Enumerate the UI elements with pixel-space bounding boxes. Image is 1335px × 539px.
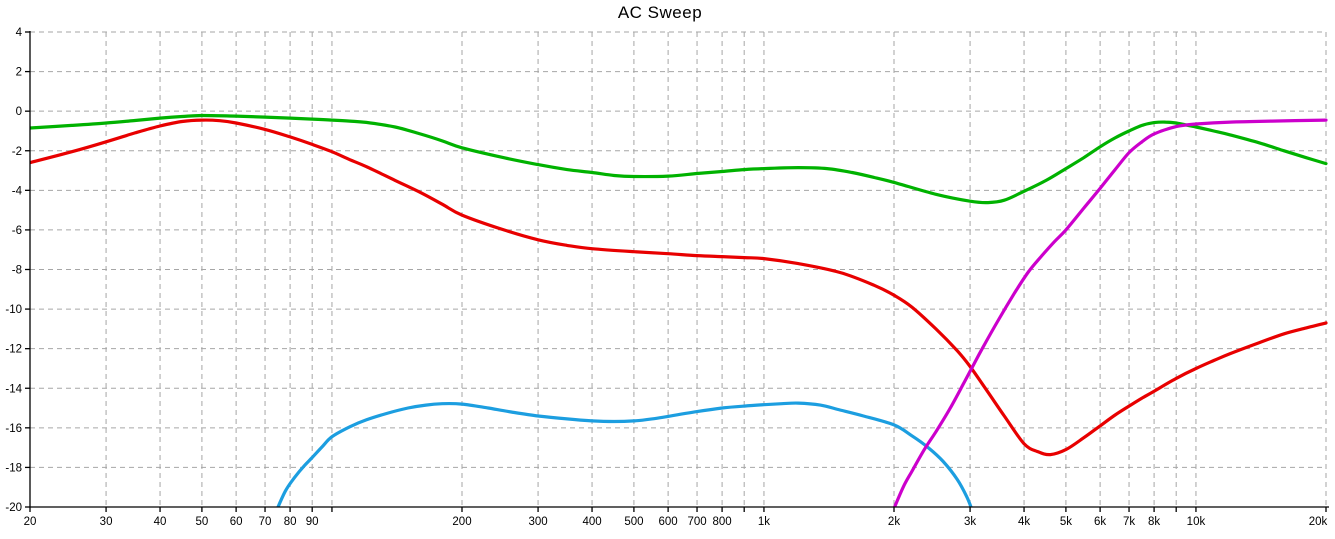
x-tick-label: 70 xyxy=(259,516,272,528)
x-tick-label: 400 xyxy=(582,516,601,528)
x-tick-label: 1k xyxy=(758,516,770,528)
y-tick-label: -20 xyxy=(5,502,22,514)
x-tick-label: 4k xyxy=(1018,516,1030,528)
y-tick-label: 0 xyxy=(16,106,22,118)
y-tick-label: -16 xyxy=(5,423,22,435)
x-tick-label: 7k xyxy=(1123,516,1135,528)
x-tick-label: 800 xyxy=(712,516,731,528)
red-trace xyxy=(30,118,1328,457)
y-tick-label: -8 xyxy=(12,265,22,277)
grid-lines xyxy=(30,31,1327,507)
y-tick-label: -2 xyxy=(12,146,22,158)
y-tick-label: -14 xyxy=(5,383,22,395)
magenta-trace xyxy=(892,118,1328,507)
y-tick-label: -4 xyxy=(12,185,23,197)
x-tick-label: 20 xyxy=(24,516,37,528)
x-tick-label: 10k xyxy=(1187,516,1206,528)
y-tick-label: 2 xyxy=(16,67,22,79)
x-tick-label: 60 xyxy=(230,516,243,528)
y-tick-label: -6 xyxy=(12,225,22,237)
x-tick-label: 3k xyxy=(964,516,976,528)
x-tick-label: 50 xyxy=(196,516,209,528)
x-tick-label: 8k xyxy=(1148,516,1160,528)
x-tick-label: 5k xyxy=(1060,516,1072,528)
x-tick-label: 90 xyxy=(306,516,319,528)
x-tick-label: 2k xyxy=(888,516,900,528)
y-tick-label: 4 xyxy=(16,27,23,39)
x-tick-label: 300 xyxy=(528,516,547,528)
x-tick-label: 80 xyxy=(284,516,297,528)
x-tick-label: 30 xyxy=(100,516,113,528)
y-tick-label: -10 xyxy=(5,304,22,316)
x-tick-label: 700 xyxy=(687,516,706,528)
x-tick-label: 200 xyxy=(452,516,471,528)
x-tick-label: 40 xyxy=(154,516,167,528)
x-tick-label: 500 xyxy=(624,516,643,528)
green-trace xyxy=(30,113,1328,205)
axes xyxy=(25,31,1329,512)
x-tick-label: 600 xyxy=(659,516,678,528)
x-tick-label: 6k xyxy=(1094,516,1106,528)
traces xyxy=(30,113,1328,507)
blue-trace xyxy=(276,401,973,507)
y-tick-label: -18 xyxy=(5,462,22,474)
x-tick-label: 20k xyxy=(1309,516,1328,528)
y-tick-label: -12 xyxy=(5,344,22,356)
chart-title: AC Sweep xyxy=(617,3,703,22)
